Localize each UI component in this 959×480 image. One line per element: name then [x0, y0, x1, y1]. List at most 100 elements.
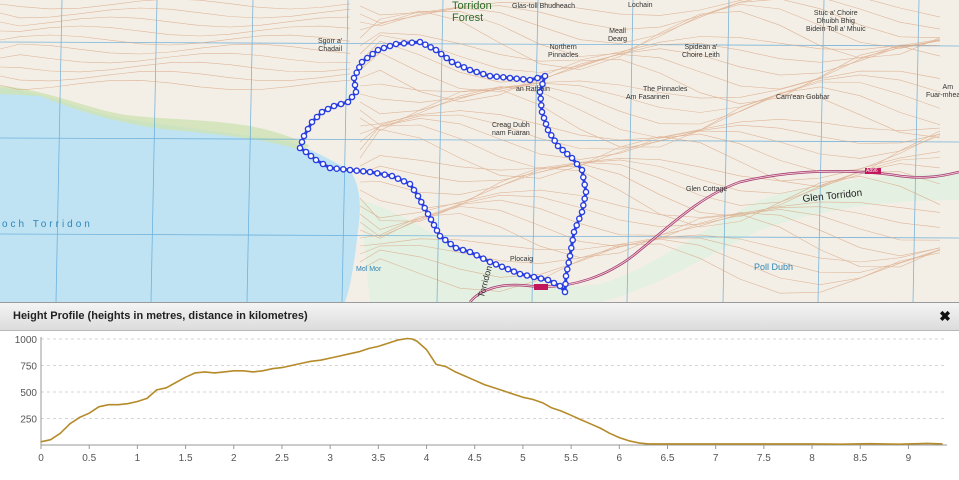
close-icon[interactable]: ✖ [939, 308, 951, 324]
label-spidean: Spidean a' Choire Leith [682, 44, 720, 60]
profile-point [599, 427, 601, 429]
topographic-map[interactable]: Torridon Forest Glas-toll Bhudheach Loch… [0, 0, 959, 302]
grid-line-vertical [55, 0, 63, 302]
label-northern-pinnacles-line2: Pinnacles [548, 52, 579, 59]
route-waypoint [408, 39, 416, 47]
route-waypoint [381, 171, 389, 178]
route-waypoint [568, 244, 575, 252]
profile-point [319, 359, 322, 361]
route-waypoint [559, 146, 567, 154]
route-waypoint [346, 166, 354, 174]
profile-point [589, 423, 592, 425]
profile-point [647, 443, 649, 445]
grid-line-vertical [341, 0, 349, 302]
profile-point [233, 370, 235, 372]
contour-line [0, 79, 351, 91]
contour-line [359, 44, 941, 92]
contour-line [359, 194, 941, 230]
profile-point [941, 443, 943, 445]
contour-line [359, 157, 941, 194]
route-waypoint [437, 50, 445, 58]
route-waypoint [578, 166, 586, 174]
panel-title: Height Profile (heights in metres, dista… [13, 310, 308, 322]
route-waypoint [352, 88, 360, 96]
map-contours [0, 0, 941, 294]
route-waypoint [406, 180, 414, 188]
route-waypoint [561, 288, 569, 296]
route-waypoint [380, 44, 388, 52]
profile-point [840, 443, 842, 445]
profile-point [194, 372, 196, 374]
route-waypoint [460, 64, 468, 71]
route-waypoint [318, 108, 326, 116]
route-waypoint [539, 80, 546, 88]
route-waypoint [363, 54, 371, 62]
label-meall-dearg-line1: Meall [609, 28, 626, 35]
height-profile-chart[interactable]: 250 500 750 1000 0 0.5 1 1.5 2 2.5 3 3.5 4 4.5 5 5.5 6 6.… [0, 330, 959, 480]
route-waypoint [427, 216, 435, 223]
profile-point [483, 384, 485, 386]
profile-point [628, 440, 630, 442]
profile-point [127, 403, 129, 405]
route-waypoint [582, 188, 590, 196]
route-waypoint [578, 208, 586, 216]
profile-point [310, 360, 312, 362]
x-tick-label: 8.5 [853, 453, 867, 464]
profile-point [474, 379, 476, 381]
route-waypoint [416, 38, 424, 46]
route-waypoint [510, 268, 518, 275]
label-creag-dubh: Creag Dubh nam Fuaran [492, 122, 530, 138]
route-waypoint [304, 125, 312, 133]
profile-point [560, 410, 563, 412]
route-waypoint [551, 137, 559, 144]
route-waypoint [534, 74, 541, 82]
contour-line [359, 70, 941, 99]
map-canvas[interactable] [0, 0, 959, 302]
route-waypoint [454, 61, 462, 68]
grid-line-vertical [626, 0, 634, 302]
profile-point [377, 345, 379, 347]
contour-line [0, 0, 351, 10]
x-tick-label: 2 [231, 453, 237, 464]
contour-line [0, 34, 351, 46]
profile-point [117, 404, 119, 406]
river-flats [360, 172, 959, 302]
profile-point [811, 443, 813, 445]
route-waypoint [486, 72, 494, 80]
route-waypoint [400, 177, 408, 185]
label-meall-dearg-line2: Dearg [608, 36, 628, 43]
route-waypoint [353, 69, 361, 76]
route-waypoint [421, 204, 429, 212]
profile-point [291, 364, 293, 367]
route-waypoint [421, 41, 429, 49]
profile-point [348, 353, 350, 355]
profile-point [512, 393, 514, 395]
label-bidein-line3: Bidein Toll a' Mhuic [806, 26, 866, 33]
route-waypoint [544, 276, 552, 284]
contour-line [0, 70, 351, 82]
x-tick-label: 6 [617, 453, 623, 464]
route-waypoint [473, 68, 481, 76]
route-waypoint [498, 263, 506, 271]
x-tick-label: 3.5 [371, 453, 385, 464]
route-waypoint [410, 186, 418, 194]
route-waypoint [538, 102, 545, 109]
grid-line-vertical [246, 0, 254, 302]
route-waypoint [400, 40, 408, 47]
label-spidean-line2: Choire Leith [682, 52, 720, 59]
profile-point [213, 372, 216, 374]
label-spuim-line2: Chadail [318, 46, 343, 53]
route-waypoint [326, 164, 334, 172]
route-waypoint [537, 95, 545, 102]
profile-point [59, 432, 61, 434]
profile-point [107, 404, 110, 406]
route-waypoint [424, 210, 432, 218]
route-waypoint [542, 120, 550, 128]
route-waypoint [562, 272, 570, 280]
profile-point [175, 381, 177, 384]
route-waypoint [348, 93, 356, 101]
route-waypoint [353, 167, 361, 174]
route-waypoint [580, 173, 587, 181]
profile-point [425, 349, 428, 351]
route-waypoint [300, 132, 308, 140]
